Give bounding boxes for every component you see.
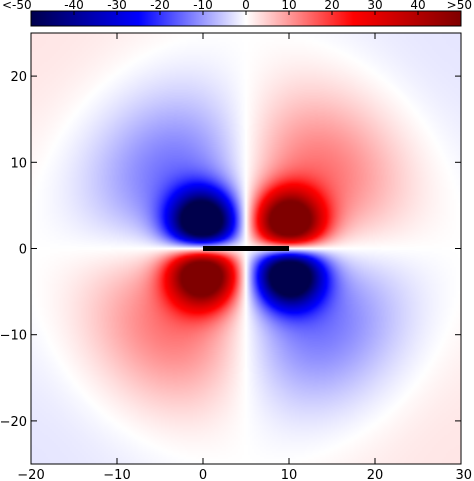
x-tick-label: −10 [103,468,130,481]
colorbar: <-50 -40 -30 -20 -10 0 10 20 30 40 >50 [2,0,472,27]
x-tick-label: −20 [17,468,44,481]
y-axis-tick-labels: −20 −10 0 10 20 [0,70,27,430]
y-tick-label: 20 [10,70,27,85]
colorbar-tick-label: 10 [281,0,296,12]
colorbar-tick-label: >50 [447,0,472,12]
colorbar-tick-label: -10 [193,0,213,12]
colorbar-tick-label: -20 [150,0,170,12]
y-tick-label: 10 [10,156,27,171]
colorbar-tick-label: -30 [107,0,127,12]
colorbar-tick-label: 20 [324,0,339,12]
x-axis-ticks [30,33,462,464]
x-tick-label: 0 [199,468,207,481]
y-tick-label: −10 [0,329,27,344]
y-axis-ticks [31,75,461,422]
plot-area: −20 −10 0 10 20 30 −20 −10 0 10 20 [0,32,472,481]
colorbar-tick-label: <-50 [2,0,32,12]
x-tick-label: 10 [281,468,298,481]
colorbar-tick-labels: <-50 -40 -30 -20 -10 0 10 20 30 40 >50 [2,0,472,12]
x-tick-label: 30 [455,468,472,481]
colorbar-ticks [30,11,462,15]
colorbar-tick-label: 0 [242,0,250,12]
colorbar-tick-label: 30 [367,0,382,12]
x-axis-tick-labels: −20 −10 0 10 20 30 [17,468,472,481]
y-tick-label: 0 [19,243,27,258]
colorbar-tick-label: -40 [64,0,84,12]
x-tick-label: 20 [367,468,384,481]
y-tick-label: −20 [0,415,27,430]
colorbar-tick-label: 40 [410,0,425,12]
